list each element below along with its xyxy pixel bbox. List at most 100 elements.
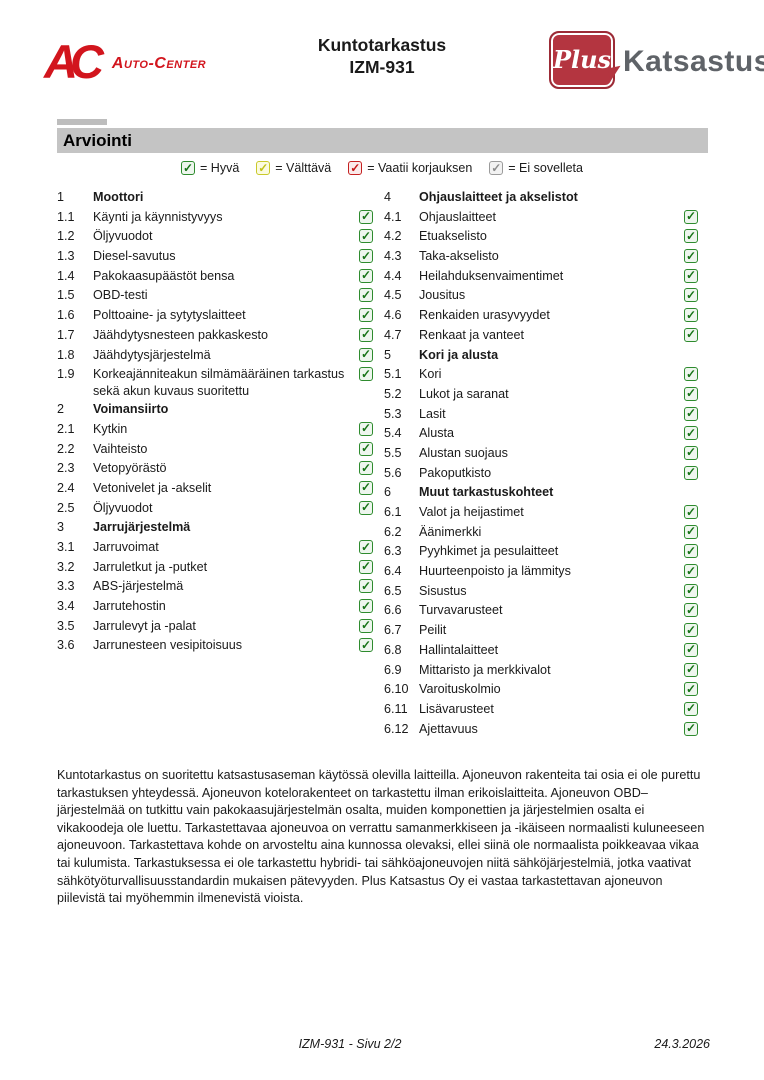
- check-good-icon: [684, 288, 698, 303]
- checklist-item-row: 1.5 OBD-testi: [57, 286, 373, 306]
- check-good-icon: [181, 161, 196, 175]
- checklist-section-row: 6 Muut tarkastuskohteet: [384, 483, 698, 503]
- check-good-icon: [684, 583, 698, 598]
- status-legend: = Hyvä = Välttävä = Vaatii korjauksen = …: [0, 161, 764, 175]
- checklist-item-row: 1.4 Pakokaasupäästöt bensa: [57, 267, 373, 287]
- item-label: Jarrutehostin: [93, 599, 166, 614]
- item-label: Varoituskolmio: [419, 682, 501, 697]
- item-number: 4.2: [384, 229, 402, 244]
- page-title-line2: IZM-931: [349, 57, 415, 77]
- item-number: 6.4: [384, 564, 402, 579]
- item-label: Jarrunesteen vesipitoisuus: [93, 638, 243, 653]
- check-good-icon: [684, 603, 698, 618]
- item-number: 6.2: [384, 524, 402, 539]
- checklist-item-row: 6.4 Huurteenpoisto ja lämmitys: [384, 562, 698, 582]
- item-number: 1.3: [57, 249, 75, 264]
- check-good-icon: [684, 406, 698, 421]
- check-good-icon: [684, 445, 698, 460]
- footer-page-label: IZM-931 - Sivu 2/2: [298, 1037, 402, 1051]
- item-number: 6.10: [384, 682, 409, 697]
- checklist-section-row: 1 Moottori: [57, 188, 373, 208]
- checklist-item-row: 3.3 ABS-järjestelmä: [57, 577, 373, 597]
- plus-speech-bubble-icon: Plus: [549, 31, 624, 89]
- legend-item-fair: = Välttävä: [256, 161, 331, 175]
- item-number: 2.4: [57, 480, 75, 495]
- check-good-icon: [359, 540, 373, 554]
- check-good-icon: [359, 579, 373, 594]
- item-label: Vetopyörästö: [93, 461, 167, 476]
- checklist-item-row: 4.3 Taka-akselisto: [384, 247, 698, 267]
- checklist-item-row: 4.2 Etuakselisto: [384, 227, 698, 247]
- item-label: Vaihteisto: [93, 441, 148, 456]
- check-good-icon: [359, 461, 373, 476]
- check-good-icon: [684, 229, 698, 244]
- checklist-item-row: 4.1 Ohjauslaitteet: [384, 208, 698, 228]
- item-label: Ajettavuus: [419, 721, 478, 736]
- checklist-item-row: 1.7 Jäähdytysnesteen pakkaskesto: [57, 326, 373, 346]
- checklist-item-row: 6.8 Hallintalaitteet: [384, 641, 698, 661]
- item-number: 4.5: [384, 288, 402, 303]
- check-good-icon: [684, 682, 698, 697]
- plus-katsastus-logo: Plus Katsastus: [549, 31, 764, 89]
- item-label: Etuakselisto: [419, 229, 487, 244]
- item-number: 3.1: [57, 540, 75, 554]
- check-good-icon: [684, 721, 698, 736]
- checklist-item-row: 1.1 Käynti ja käynnistyvyys: [57, 208, 373, 228]
- item-number: 5.6: [384, 465, 402, 480]
- checklist-item-row: 5.4 Alusta: [384, 424, 698, 444]
- item-label: Korkeajänniteakun silmämääräinen tarkast…: [93, 367, 345, 399]
- checklist-section-row: 5 Kori ja alusta: [384, 346, 698, 366]
- item-label: Äänimerkki: [419, 524, 482, 539]
- item-label: Mittaristo ja merkkivalot: [419, 662, 551, 677]
- item-label: Alusta: [419, 426, 455, 441]
- item-number: 3.2: [57, 559, 75, 574]
- item-label: Ohjauslaitteet: [419, 209, 497, 224]
- item-number: 1.1: [57, 209, 75, 224]
- item-label: Käynti ja käynnistyvyys: [93, 209, 223, 224]
- legend-label: = Hyvä: [200, 161, 240, 175]
- legend-label: = Vaatii korjauksen: [367, 161, 473, 175]
- checklist-item-row: 6.2 Äänimerkki: [384, 523, 698, 543]
- page-title: Kuntotarkastus IZM-931: [0, 34, 764, 78]
- check-good-icon: [684, 642, 698, 657]
- check-good-icon: [359, 421, 373, 436]
- checklist-item-row: 3.2 Jarruletkut ja -putket: [57, 558, 373, 578]
- item-label: Vetonivelet ja -akselit: [93, 480, 212, 495]
- auto-center-logo-name: Auto-Center: [111, 54, 207, 72]
- item-label: Kytkin: [93, 421, 128, 436]
- item-label: Heilahduksenvaimentimet: [419, 268, 564, 283]
- item-label: Öljyvuodot: [93, 229, 153, 244]
- item-number: 4.7: [384, 327, 402, 342]
- checklist-item-row: 1.6 Polttoaine- ja sytytyslaitteet: [57, 306, 373, 326]
- item-label: Jousitus: [419, 288, 466, 303]
- check-good-icon: [359, 638, 373, 653]
- item-label: Jarruvoimat: [93, 540, 159, 554]
- check-good-icon: [684, 701, 698, 716]
- checklist-item-row: 5.1 Kori: [384, 365, 698, 385]
- checklist-item-row: 6.10 Varoituskolmio: [384, 680, 698, 700]
- item-number: 4: [384, 190, 392, 204]
- check-good-icon: [359, 441, 373, 456]
- item-label: Moottori: [93, 190, 144, 204]
- checklist-item-row: 5.3 Lasit: [384, 405, 698, 425]
- check-good-icon: [684, 327, 698, 342]
- checklist-item-row: 1.3 Diesel-savutus: [57, 247, 373, 267]
- item-number: 6.5: [384, 583, 402, 598]
- item-number: 4.3: [384, 249, 402, 264]
- item-label: Lisävarusteet: [419, 701, 494, 716]
- item-label: Ohjauslaitteet ja akselistot: [419, 190, 578, 204]
- check-good-icon: [359, 308, 373, 323]
- check-good-icon: [359, 347, 373, 362]
- item-label: Taka-akselisto: [419, 249, 499, 264]
- checklist-item-row: 6.12 Ajettavuus: [384, 720, 698, 740]
- item-label: Jäähdytysnesteen pakkaskesto: [93, 327, 269, 342]
- item-number: 2.1: [57, 421, 75, 436]
- item-label: Jarrujärjestelmä: [93, 520, 191, 535]
- check-repair-icon: [348, 161, 363, 175]
- item-label: Muut tarkastuskohteet: [419, 485, 554, 500]
- item-number: 2: [57, 402, 65, 417]
- item-label: Hallintalaitteet: [419, 642, 499, 657]
- check-good-icon: [684, 308, 698, 323]
- check-good-icon: [684, 249, 698, 264]
